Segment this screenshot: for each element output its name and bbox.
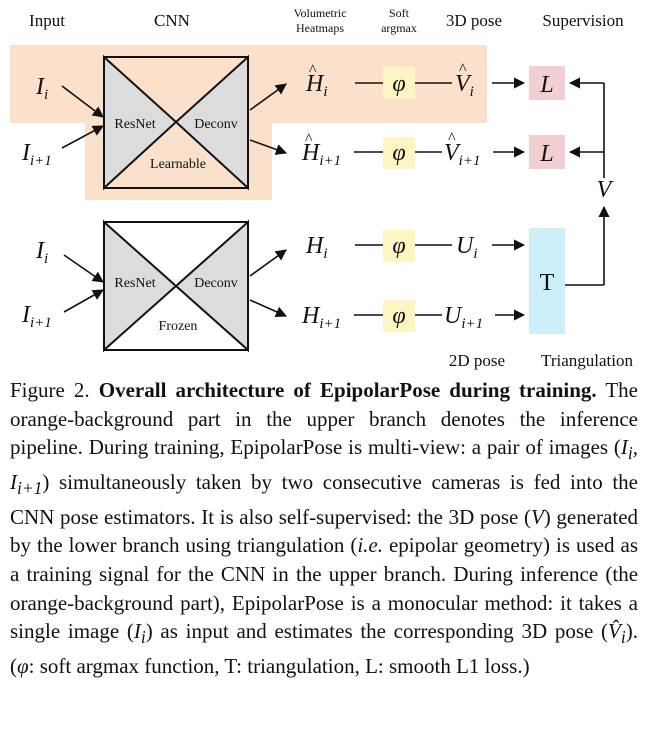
header-input: Input bbox=[29, 11, 65, 30]
caption-figure-label: Figure 2. bbox=[10, 378, 90, 402]
caption-sentence-4a: During inference (the orange-background … bbox=[10, 561, 639, 644]
caption-phi: φ bbox=[17, 653, 29, 678]
loss-label-2: L bbox=[539, 141, 553, 167]
header-soft: Soft bbox=[389, 6, 410, 20]
loss-label-1: L bbox=[539, 72, 553, 98]
caption-math-vhat: V̂i bbox=[608, 619, 626, 648]
caption-sentence-3a: It is also self-supervised: the 3D pose … bbox=[201, 504, 531, 529]
lower-arrow-input-2 bbox=[63, 289, 104, 313]
lower-deconv-label: Deconv bbox=[194, 276, 238, 291]
lower-heatmap-2: Hi+1 bbox=[301, 303, 341, 332]
upper-resnet-label: ResNet bbox=[114, 117, 155, 132]
caption-ie: i.e. bbox=[357, 533, 383, 558]
upper-heatmap-1: Hi bbox=[305, 71, 328, 100]
lower-phi-2: φ bbox=[392, 303, 405, 329]
v-label: V bbox=[597, 177, 614, 203]
lower-arrow-to-heatmap-2 bbox=[249, 299, 288, 318]
lower-arrow-to-heatmap-1 bbox=[249, 249, 287, 277]
lower-phi-box-2 bbox=[383, 300, 415, 332]
upper-input-2: Ii+1 bbox=[21, 140, 52, 169]
lower-pose-2: Ui+1 bbox=[444, 303, 483, 332]
lower-input-1: Ii bbox=[35, 238, 48, 267]
lower-frozen-label: Frozen bbox=[159, 319, 198, 334]
figure-caption: Figure 2. Overall architecture of Epipol… bbox=[10, 376, 638, 681]
upper-arrow-input-1 bbox=[61, 85, 104, 118]
caption-math-ii: Ii bbox=[133, 619, 146, 648]
upper-phi-box-2 bbox=[383, 137, 415, 169]
header-supervision: Supervision bbox=[542, 11, 624, 30]
upper-heatmap-1-hat: ^ bbox=[309, 62, 317, 79]
caption-sentence-4c: ). ( bbox=[10, 619, 638, 678]
lower-heatmap-1: Hi bbox=[305, 233, 328, 262]
upper-learnable-label: Learnable bbox=[150, 157, 206, 172]
label-2d-pose: 2D pose bbox=[449, 351, 505, 370]
header-heatmaps: Heatmaps bbox=[296, 21, 344, 35]
upper-pose-1: Vi bbox=[455, 71, 474, 100]
caption-sentence-1: The orange-background part in the upper … bbox=[10, 378, 639, 460]
lower-phi-1: φ bbox=[392, 233, 405, 259]
header-argmax: argmax bbox=[381, 21, 417, 35]
caption-math-v: V bbox=[530, 504, 544, 529]
upper-cnn-network bbox=[103, 54, 249, 191]
loss-box-2 bbox=[529, 135, 565, 169]
label-triangulation: Triangulation bbox=[541, 351, 633, 370]
upper-arrow-input-2 bbox=[61, 125, 104, 149]
caption-sentence-3b: ) generated by the lower branch using tr… bbox=[10, 504, 639, 558]
upper-deconv-label: Deconv bbox=[194, 117, 238, 132]
header-cnn: CNN bbox=[154, 11, 190, 30]
lower-pose-1: Ui bbox=[456, 233, 478, 262]
caption-math-image-pair: Ii, Ii+1 bbox=[10, 435, 639, 499]
header-volumetric: Volumetric bbox=[293, 6, 346, 20]
caption-sentence-5: : soft argmax function, T: triangulation… bbox=[28, 653, 530, 678]
lower-resnet-label: ResNet bbox=[114, 276, 155, 291]
caption-sentence-2b: ) simultaneously taken by two consecutiv… bbox=[10, 469, 638, 529]
triangulation-label: T bbox=[540, 270, 555, 296]
caption-sentence-3c: epipolar geometry) is used as a training… bbox=[10, 533, 638, 586]
lower-input-2: Ii+1 bbox=[21, 302, 52, 331]
architecture-figure: Input CNN Volumetric Heatmaps Soft argma… bbox=[10, 6, 633, 370]
upper-heatmap-2-hat: ^ bbox=[305, 131, 313, 148]
loss-box-1 bbox=[529, 66, 565, 100]
upper-phi-2: φ bbox=[392, 140, 405, 166]
upper-phi-box-1 bbox=[383, 67, 415, 99]
upper-arrow-to-heatmap-1 bbox=[249, 83, 287, 111]
architecture-diagram: Input CNN Volumetric Heatmaps Soft argma… bbox=[10, 6, 633, 370]
header-3d-pose: 3D pose bbox=[446, 11, 502, 30]
upper-arrow-to-heatmap-2 bbox=[249, 139, 288, 155]
lower-phi-box-1 bbox=[383, 230, 415, 262]
upper-phi-1: φ bbox=[392, 71, 405, 97]
caption-sentence-2a: During training, EpipolarPose is multi-v… bbox=[88, 435, 621, 460]
caption-sentence-4b: ) as input and estimates the correspondi… bbox=[145, 619, 609, 644]
upper-pose-1-hat: ^ bbox=[459, 61, 467, 78]
lower-arrow-input-1 bbox=[63, 254, 104, 283]
caption-title: Overall architecture of EpipolarPose dur… bbox=[98, 378, 597, 402]
lower-cnn-network bbox=[103, 219, 249, 353]
upper-pose-2-hat: ^ bbox=[448, 130, 456, 147]
triangulation-box bbox=[529, 228, 565, 334]
